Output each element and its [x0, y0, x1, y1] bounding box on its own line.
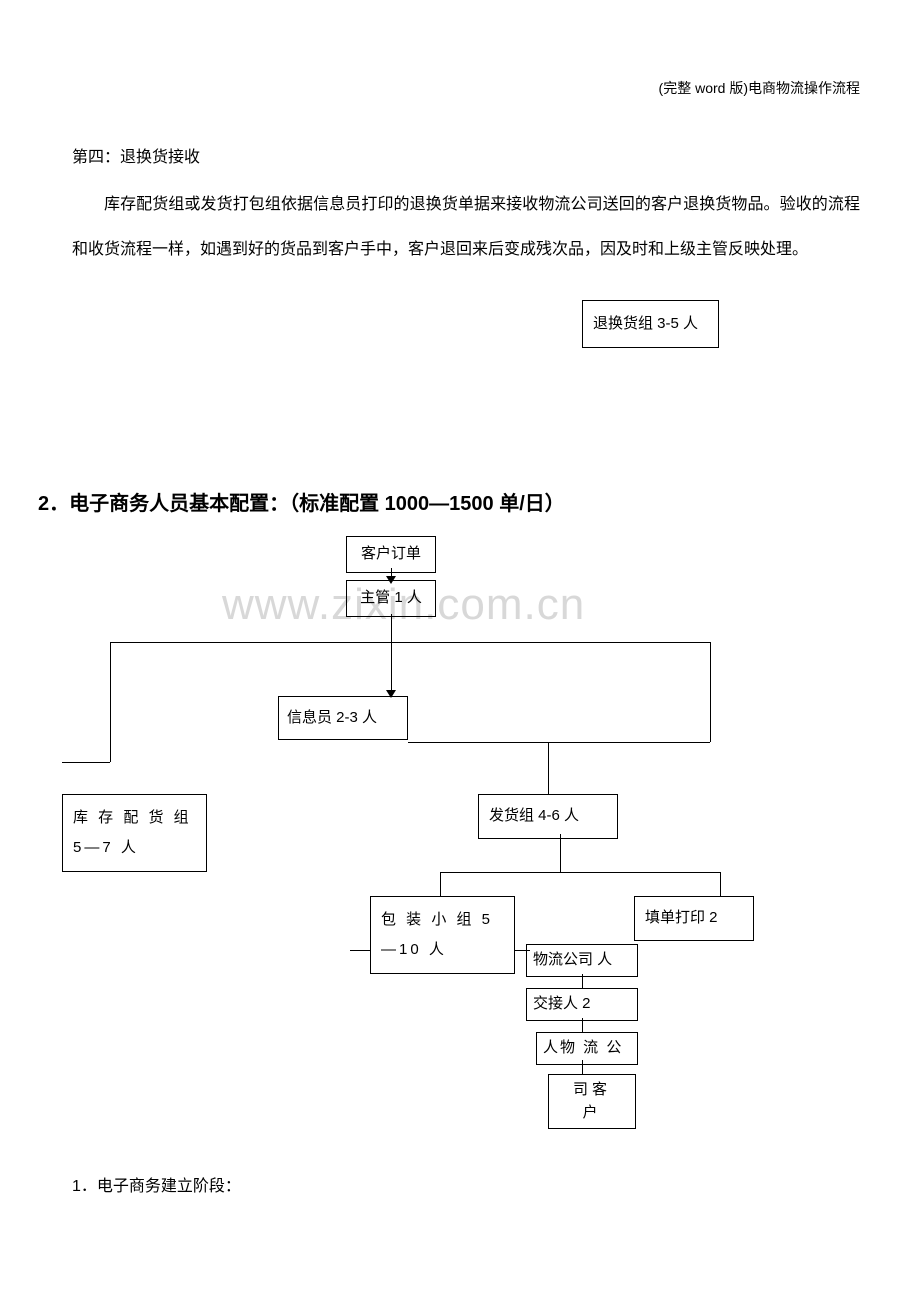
connector-line [440, 872, 720, 873]
connector-line [110, 642, 111, 762]
section4-title: 第四：退换货接收 [72, 143, 200, 167]
connector-line [548, 742, 549, 794]
connector-line [560, 834, 561, 872]
connector-line [391, 614, 392, 642]
return-group-box: 退换货组 3-5 人 [582, 300, 719, 348]
connector-line [582, 1018, 583, 1032]
logistics-pub-box: 人物 流 公 [536, 1032, 638, 1065]
page-header: (完整 word 版)电商物流操作流程 [659, 78, 860, 98]
handover-box: 交接人 2 [526, 988, 638, 1021]
connector-line [582, 1060, 583, 1074]
heading-staff-config: 2．电子商务人员基本配置：（标准配置 1000—1500 单/日） [38, 487, 565, 516]
inventory-group-box: 库 存 配 货 组 5—7 人 [62, 794, 207, 872]
connector-line [440, 872, 441, 896]
connector-line [110, 642, 710, 643]
section4-body: 库存配货组或发货打包组依据信息员打印的退换货单据来接收物流公司送回的客户退换货物… [72, 183, 860, 273]
order-print-box: 填单打印 2 [634, 896, 754, 941]
logistics-company-box: 物流公司 人 [526, 944, 638, 977]
shipping-group-box: 发货组 4-6 人 [478, 794, 618, 839]
connector-line [515, 950, 530, 951]
connector-line [62, 762, 110, 763]
connector-line [408, 742, 710, 743]
packing-group-box: 包 装 小 组 5—10 人 [370, 896, 515, 974]
connector-line [710, 642, 711, 742]
connector-line [391, 642, 392, 696]
connector-line [350, 950, 370, 951]
footer-section: 1．电子商务建立阶段： [72, 1172, 241, 1196]
supervisor-box: 主管 1 人 [346, 580, 436, 617]
arrow-icon [386, 576, 396, 584]
arrow-icon [386, 690, 396, 698]
customer-box: 司客 户 [548, 1074, 636, 1129]
connector-line [582, 974, 583, 988]
info-staff-box: 信息员 2-3 人 [278, 696, 408, 740]
connector-line [720, 872, 721, 896]
